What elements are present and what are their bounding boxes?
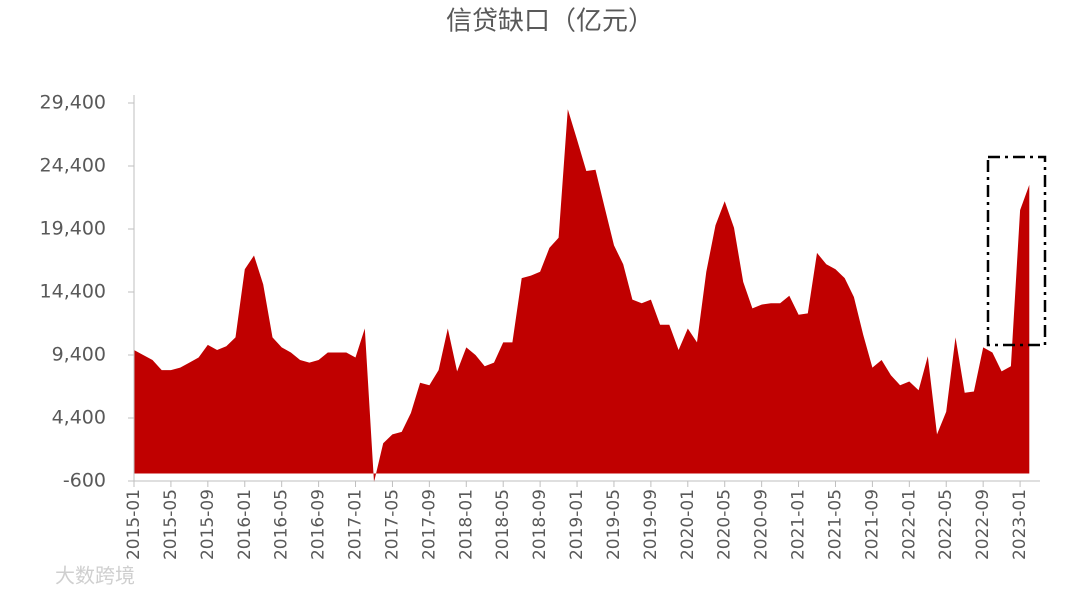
x-tick-label: 2018-09 [530, 489, 550, 560]
x-tick-label: 2020-01 [678, 489, 698, 560]
x-tick-label: 2020-05 [715, 489, 735, 560]
x-tick-label: 2016-01 [235, 489, 255, 560]
x-tick-label: 2016-09 [309, 489, 329, 560]
x-tick-label: 2016-05 [272, 489, 292, 560]
y-tick-label: 24,400 [40, 155, 106, 177]
y-tick-label: 14,400 [40, 281, 106, 303]
x-tick-label: 2017-05 [382, 489, 402, 560]
y-tick-label: 29,400 [40, 92, 106, 114]
x-tick-label: 2019-05 [604, 489, 624, 560]
chart-title: 信贷缺口（亿元） [446, 7, 654, 37]
x-tick-label: 2022-05 [936, 489, 956, 560]
x-tick-label: 2015-01 [124, 489, 144, 560]
area [134, 109, 1030, 483]
y-tick-label: 9,400 [52, 344, 106, 366]
x-tick-label: 2021-01 [789, 489, 809, 560]
y-tick-label: 4,400 [52, 407, 106, 429]
x-tick-label: 2019-01 [567, 489, 587, 560]
x-tick-label: 2018-01 [456, 489, 476, 560]
x-tick-label: 2015-09 [198, 489, 218, 560]
watermark: 大数跨境 [55, 564, 135, 588]
x-tick-label: 2021-09 [862, 489, 882, 560]
x-tick-label: 2022-09 [973, 489, 993, 560]
y-tick-label: -600 [63, 470, 106, 492]
x-tick-label: 2017-09 [419, 489, 439, 560]
x-tick-label: 2021-05 [825, 489, 845, 560]
highlight-box [986, 155, 1047, 347]
x-tick-label: 2015-05 [161, 489, 181, 560]
x-tick-label: 2017-01 [346, 489, 366, 560]
x-tick-label: 2019-09 [641, 489, 661, 560]
x-tick-label: 2020-09 [752, 489, 772, 560]
x-tick-label: 2018-05 [493, 489, 513, 560]
x-tick-label: 2023-01 [1010, 489, 1030, 560]
x-tick-label: 2022-01 [899, 489, 919, 560]
y-tick-label: 19,400 [40, 218, 106, 240]
